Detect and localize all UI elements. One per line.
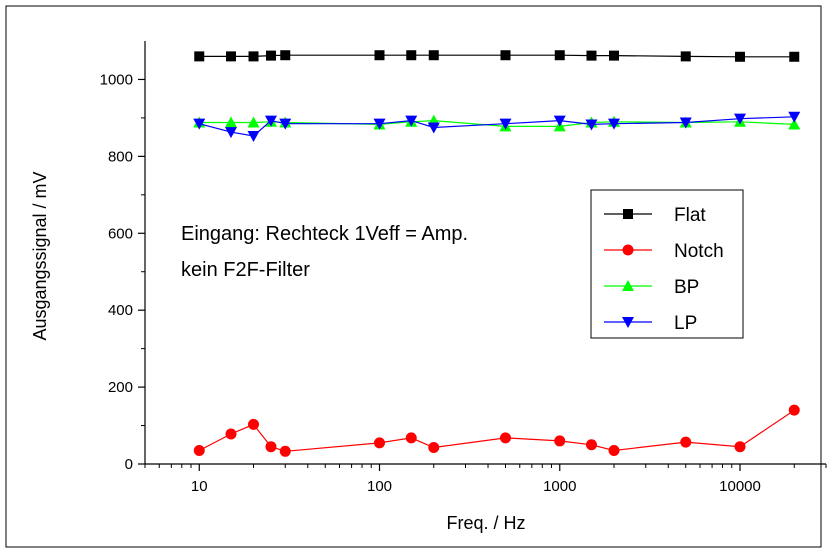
y-tick-label: 400 [108,302,133,319]
y-tick-label: 600 [108,225,133,242]
x-tick-label: 10 [191,478,208,495]
data-point-lp [499,118,512,130]
legend-marker-bp [622,280,634,291]
data-point-flat [280,50,291,61]
data-point-flat [265,50,276,61]
legend-marker-lp [622,317,634,328]
chart-border [5,5,822,548]
data-point-flat [554,50,565,61]
series-line-notch [199,409,795,452]
x-tick-label: 10000 [719,478,761,495]
data-point-notch [374,437,386,449]
annotation-line-1: Eingang: Rechteck 1Veff = Amp. [181,223,468,245]
data-point-notch [225,428,237,440]
data-point-lp [734,113,747,125]
data-point-flat [225,51,236,62]
y-tick-label: 200 [108,379,133,396]
legend-marker-flat [623,209,633,219]
y-tick-label: 800 [108,148,133,165]
data-point-notch [734,441,746,453]
plot-area: 0 200 400 600 800 1000 10 100 1000 10000 [100,41,827,495]
data-point-notch [554,435,566,447]
data-point-lp [405,115,418,127]
data-point-lp [585,119,598,131]
data-point-notch [248,418,260,430]
data-point-flat [680,51,691,62]
data-point-lp [553,115,566,127]
data-point-flat [609,50,620,61]
data-point-flat [248,51,259,62]
data-point-lp [224,127,237,139]
legend-box [590,189,744,339]
x-tick-label: 1000 [543,478,576,495]
data-point-notch [265,441,277,453]
data-point-lp [788,111,801,123]
data-point-flat [406,50,417,61]
data-point-lp [264,115,277,127]
data-point-bp [247,116,260,128]
legend-label-flat: Flat [674,205,706,226]
data-point-flat [428,50,439,61]
data-point-notch [428,441,440,453]
data-point-flat [194,51,205,62]
y-tick-label: 0 [125,456,133,473]
data-point-lp [279,118,292,130]
legend-label-notch: Notch [674,241,724,262]
legend-label-lp: LP [674,313,697,334]
data-point-bp [788,118,801,130]
data-point-lp [608,118,621,130]
data-point-lp [247,130,260,142]
data-point-notch [585,439,597,451]
data-point-notch [608,445,620,457]
data-point-flat [789,51,800,62]
data-point-notch [405,432,417,444]
legend-marker-notch [622,244,634,256]
data-point-lp [373,118,386,130]
data-point-notch [193,445,205,457]
data-point-flat [374,50,385,61]
annotation-line-2: kein F2F-Filter [181,259,310,281]
data-point-lp [193,118,206,130]
data-point-notch [680,436,692,448]
data-point-lp [679,117,692,129]
y-tick-label: 1000 [100,71,133,88]
data-point-flat [735,51,746,62]
data-point-notch [279,445,291,457]
x-axis-title: Freq. / Hz [446,513,525,533]
data-point-notch [788,404,800,416]
x-tick-label: 100 [367,478,392,495]
data-point-lp [427,122,440,134]
legend: Flat Notch BP LP [590,189,744,339]
y-axis-title: Ausgangssignal / mV [30,171,50,340]
data-point-notch [499,432,511,444]
data-point-bp [224,116,237,128]
legend-label-bp: BP [674,277,699,298]
data-point-flat [586,50,597,61]
data-point-flat [500,50,511,61]
